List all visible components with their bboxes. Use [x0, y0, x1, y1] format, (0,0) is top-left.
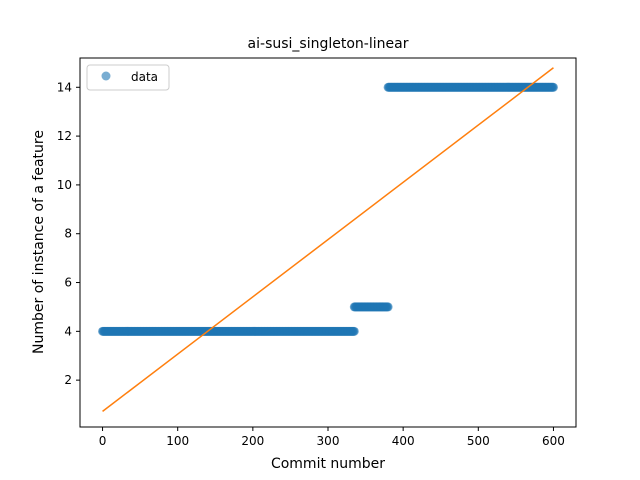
fit-line	[102, 67, 554, 412]
x-axis: 0 100 200 300 400 500 600	[99, 427, 565, 448]
x-tick-label: 400	[392, 434, 415, 448]
x-tick-label: 100	[166, 434, 189, 448]
legend-label: data	[131, 70, 158, 84]
x-tick-label: 500	[467, 434, 490, 448]
data-point	[383, 302, 393, 312]
x-tick-label: 0	[99, 434, 107, 448]
data-point	[349, 326, 359, 336]
x-tick-label: 300	[317, 434, 340, 448]
legend-marker	[101, 71, 111, 81]
y-tick-label: 6	[64, 276, 72, 290]
legend: data	[86, 64, 170, 91]
y-tick-label: 2	[64, 373, 72, 387]
data-point	[548, 82, 558, 92]
y-tick-label: 12	[57, 129, 72, 143]
y-axis-label: Number of instance of a feature	[31, 130, 47, 354]
y-tick-label: 14	[57, 80, 72, 94]
legend-box	[86, 64, 170, 91]
x-tick-label: 200	[241, 434, 264, 448]
y-axis: 2 4 6 8 10 12 14	[57, 80, 80, 387]
plot-area	[98, 67, 558, 412]
y-tick-label: 8	[64, 227, 72, 241]
x-axis-label: Commit number	[271, 456, 385, 472]
y-tick-label: 4	[64, 324, 72, 338]
chart-title: ai-susi_singleton-linear	[248, 36, 409, 52]
x-tick-label: 600	[542, 434, 565, 448]
y-tick-label: 10	[57, 178, 72, 192]
